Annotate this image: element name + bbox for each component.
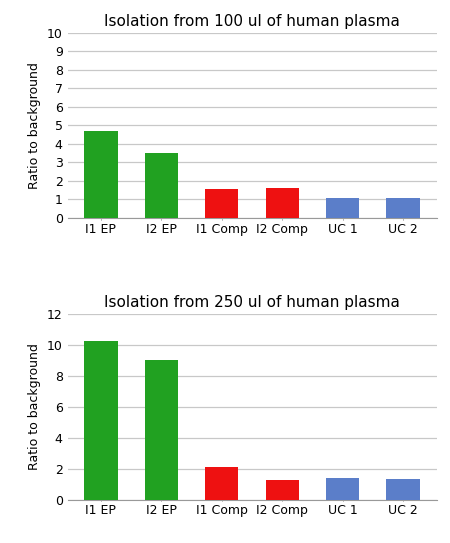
Bar (266, 188, 299, 218)
Bar (326, 198, 359, 218)
Bar (145, 153, 178, 218)
Y-axis label: Ratio to background: Ratio to background (28, 62, 41, 188)
Bar (84, 131, 117, 218)
Y-axis label: Ratio to background: Ratio to background (28, 344, 41, 470)
Bar (145, 360, 178, 500)
Bar (84, 341, 117, 500)
Bar (266, 480, 299, 500)
Bar (387, 198, 420, 218)
Bar (387, 479, 420, 500)
Title: Isolation from 250 ul of human plasma: Isolation from 250 ul of human plasma (104, 295, 400, 310)
Title: Isolation from 100 ul of human plasma: Isolation from 100 ul of human plasma (104, 14, 400, 29)
Bar (205, 189, 239, 218)
Bar (326, 478, 359, 500)
Bar (205, 467, 239, 500)
